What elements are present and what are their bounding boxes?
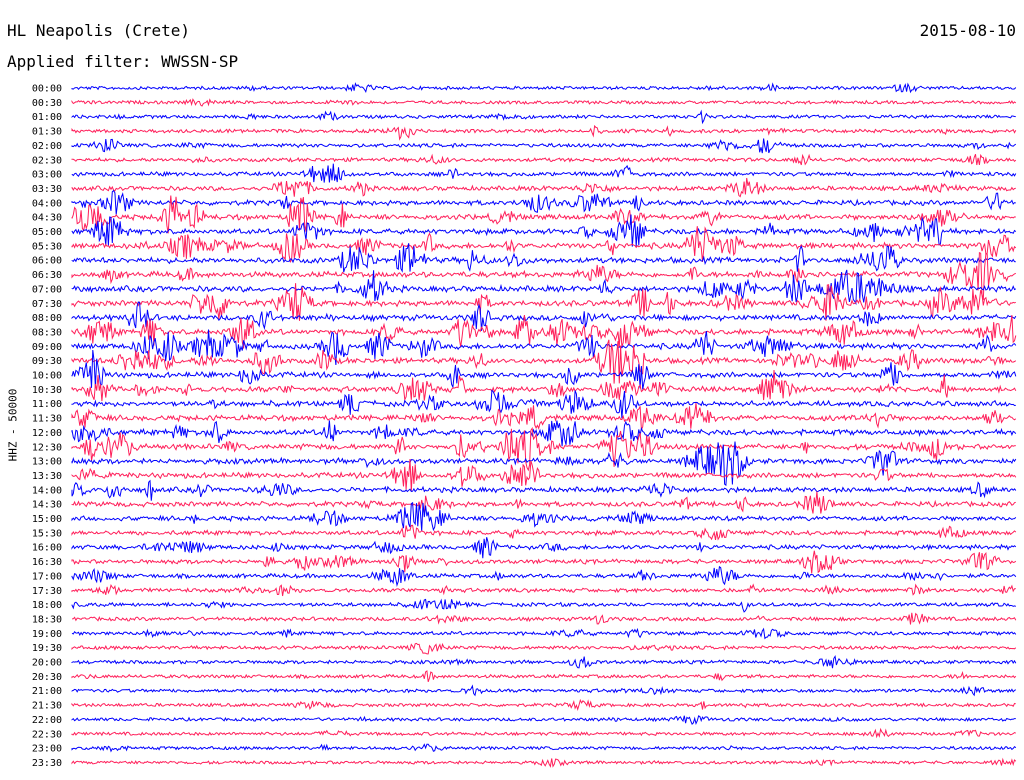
row-time-label: 03:30 <box>32 184 62 195</box>
row-time-label: 02:30 <box>32 155 62 166</box>
seismogram-trace <box>71 727 1017 739</box>
row-time-label: 16:00 <box>32 543 62 554</box>
seismogram-trace <box>71 670 1017 682</box>
seismogram-trace <box>71 627 1017 640</box>
row-time-label: 03:00 <box>32 170 62 181</box>
row-time-label: 04:00 <box>32 198 62 209</box>
seismogram-trace <box>71 283 1016 321</box>
row-time-label: 08:00 <box>32 313 62 324</box>
row-time-label: 19:00 <box>32 629 62 640</box>
seismogram-trace <box>71 479 1017 501</box>
seismogram-trace <box>71 550 1017 574</box>
seismogram-trace <box>71 491 1016 515</box>
seismogram-trace <box>71 329 1017 366</box>
seismogram-trace <box>71 349 1017 390</box>
row-time-label: 22:00 <box>32 715 62 726</box>
row-time-label: 22:30 <box>32 729 62 740</box>
seismogram-trace <box>71 598 1016 613</box>
row-time-label: 10:30 <box>32 385 62 396</box>
seismogram-trace <box>71 243 1016 273</box>
row-time-label: 07:30 <box>32 299 62 310</box>
row-time-label: 23:30 <box>32 758 62 769</box>
seismogram-trace <box>71 124 1017 141</box>
seismogram-trace <box>71 441 1017 487</box>
seismogram-trace <box>71 214 1017 247</box>
seismogram-trace <box>71 612 1017 625</box>
row-time-label: 13:00 <box>32 457 62 468</box>
row-time-label: 06:00 <box>32 256 62 267</box>
seismogram-trace <box>71 684 1017 697</box>
row-time-label: 09:00 <box>32 342 62 353</box>
row-time-label: 04:30 <box>32 213 62 224</box>
seismogram-trace <box>71 98 1017 107</box>
seismogram-trace <box>71 426 1016 472</box>
row-time-label: 18:00 <box>32 600 62 611</box>
row-time-label: 01:00 <box>32 112 62 123</box>
row-time-label: 13:30 <box>32 471 62 482</box>
row-time-label: 21:30 <box>32 701 62 712</box>
row-time-label: 12:00 <box>32 428 62 439</box>
station-title: HL Neapolis (Crete) <box>7 21 191 40</box>
seismogram-trace <box>71 524 1017 541</box>
seismogram-trace <box>71 715 1016 725</box>
row-time-label: 00:00 <box>32 84 62 95</box>
row-time-label: 00:30 <box>32 98 62 109</box>
row-time-label: 08:30 <box>32 327 62 338</box>
row-time-label: 10:00 <box>32 371 62 382</box>
seismogram-trace <box>71 339 1017 384</box>
row-time-label: 15:30 <box>32 528 62 539</box>
row-time-label: 17:30 <box>32 586 62 597</box>
date-label: 2015-08-10 <box>919 21 1016 40</box>
seismogram-trace <box>71 195 1016 234</box>
row-time-label: 19:30 <box>32 643 62 654</box>
seismogram-trace <box>71 189 1016 215</box>
seismogram-trace <box>71 583 1016 597</box>
seismogram-trace <box>71 403 1017 430</box>
row-time-label: 20:30 <box>32 672 62 683</box>
row-time-label: 17:00 <box>32 571 62 582</box>
row-time-label: 02:00 <box>32 141 62 152</box>
filter-label: Applied filter: WWSSN-SP <box>7 52 239 71</box>
row-time-label: 05:30 <box>32 241 62 252</box>
seismogram-trace <box>71 301 1017 331</box>
seismogram-trace <box>71 226 1017 263</box>
seismogram-trace <box>71 537 1017 559</box>
seismogram-trace <box>71 698 1016 711</box>
seismogram-trace <box>71 82 1017 94</box>
row-time-label: 18:30 <box>32 614 62 625</box>
row-time-label: 12:30 <box>32 442 62 453</box>
seismogram-trace <box>71 458 1017 492</box>
seismogram-trace <box>71 743 1017 753</box>
row-time-label: 06:30 <box>32 270 62 281</box>
row-time-label: 21:00 <box>32 686 62 697</box>
row-time-label: 20:00 <box>32 658 62 669</box>
seismogram-trace <box>71 163 1017 183</box>
row-time-label: 23:00 <box>32 744 62 755</box>
seismogram-trace <box>71 109 1016 125</box>
seismogram-trace <box>71 565 1017 588</box>
row-time-label: 01:30 <box>32 127 62 138</box>
seismogram-trace <box>71 389 1016 419</box>
row-time-label: 16:30 <box>32 557 62 568</box>
seismogram-trace <box>71 420 1017 447</box>
seismogram-trace <box>71 269 1017 306</box>
row-time-label: 15:00 <box>32 514 62 525</box>
seismogram-trace <box>71 501 1017 532</box>
seismogram-trace <box>71 177 1016 198</box>
row-time-label: 14:30 <box>32 500 62 511</box>
seismogram-trace <box>71 654 1017 669</box>
seismogram-trace <box>71 642 1017 655</box>
row-time-label: 07:00 <box>32 284 62 295</box>
row-time-label: 11:00 <box>32 399 62 410</box>
seismogram-trace <box>71 757 1017 768</box>
seismogram-trace <box>71 315 1017 349</box>
row-time-label: 11:30 <box>32 414 62 425</box>
row-time-label: 05:00 <box>32 227 62 238</box>
seismogram-trace <box>71 369 1017 402</box>
row-time-label: 09:30 <box>32 356 62 367</box>
row-time-label: 14:00 <box>32 485 62 496</box>
seismogram-trace <box>71 138 1017 154</box>
seismogram-trace <box>71 153 1017 166</box>
